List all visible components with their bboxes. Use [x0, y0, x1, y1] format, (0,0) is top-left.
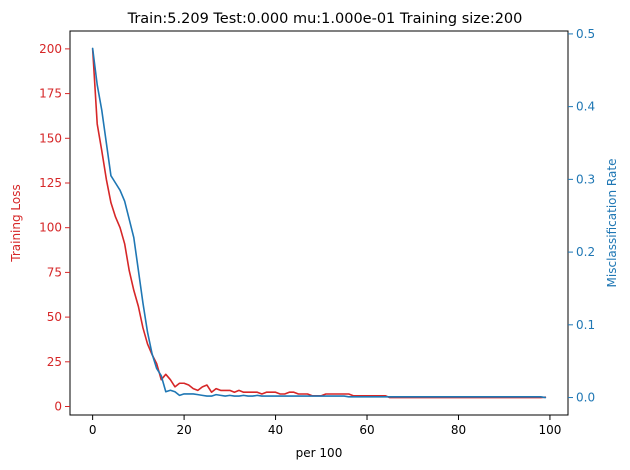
x-tick-label: 0	[89, 423, 97, 437]
y-left-tick-label: 0	[54, 400, 62, 414]
y-right-tick-label: 0.2	[576, 245, 595, 259]
x-axis: 0 20 40 60 80 100	[89, 415, 561, 437]
plot-area	[91, 47, 547, 399]
training-loss-line	[91, 48, 547, 399]
x-tick-label: 60	[359, 423, 374, 437]
y-axis-label-left: Training Loss	[9, 184, 23, 262]
x-tick-label: 20	[176, 423, 191, 437]
x-tick-label: 40	[268, 423, 283, 437]
y-left-tick-label: 175	[39, 87, 62, 101]
y-left-tick-label: 75	[47, 265, 62, 279]
y-left-tick-label: 150	[39, 131, 62, 145]
y-left-tick-label: 200	[39, 42, 62, 56]
y-right-tick-label: 0.1	[576, 318, 595, 332]
y-axis-left: 0 25 50 75 100 125 150 175 200	[39, 42, 70, 414]
y-left-tick-label: 125	[39, 176, 62, 190]
y-left-tick-label: 50	[47, 310, 62, 324]
y-axis-label-right: Misclassification Rate	[605, 159, 619, 288]
y-left-tick-label: 25	[47, 355, 62, 369]
y-right-tick-label: 0.3	[576, 172, 595, 186]
series-layer	[91, 47, 547, 399]
y-right-tick-label: 0.4	[576, 100, 595, 114]
x-axis-label: per 100	[296, 446, 343, 460]
chart-title: Train:5.209 Test:0.000 mu:1.000e-01 Trai…	[127, 11, 523, 27]
misclassification-rate-line	[91, 47, 547, 399]
y-axis-right: 0.0 0.1 0.2 0.3 0.4 0.5	[568, 27, 595, 405]
plot-frame	[69, 30, 569, 416]
y-right-tick-label: 0.0	[576, 391, 595, 405]
x-tick-label: 80	[451, 423, 466, 437]
y-left-tick-label: 100	[39, 221, 62, 235]
y-right-tick-label: 0.5	[576, 27, 595, 41]
x-tick-label: 100	[538, 423, 561, 437]
